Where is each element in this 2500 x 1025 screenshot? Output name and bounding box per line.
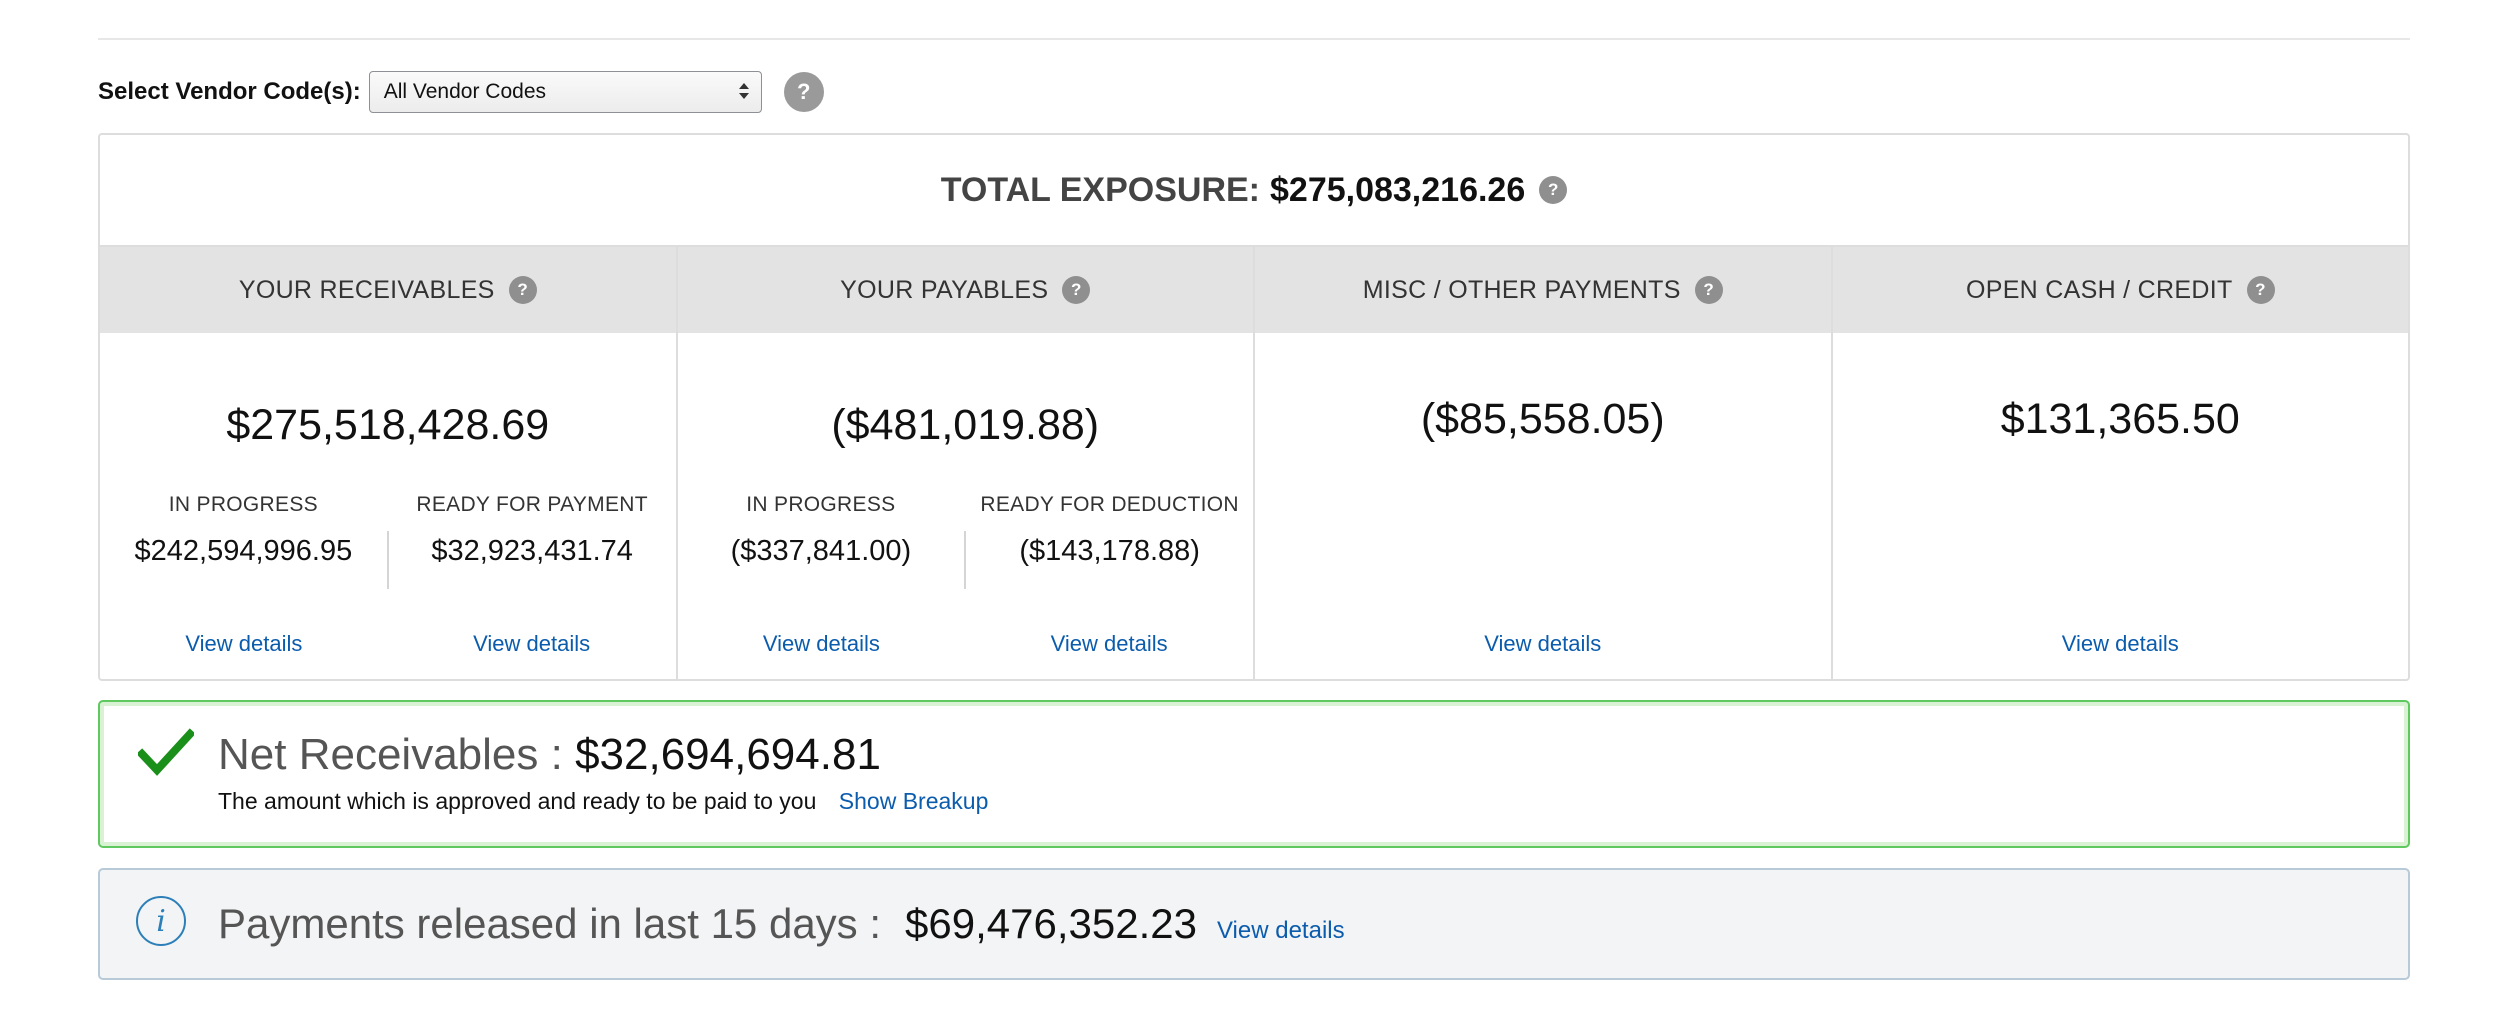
- receivables-help-icon[interactable]: ?: [508, 276, 537, 304]
- receivables-header: YOUR RECEIVABLES ?: [100, 247, 676, 333]
- info-icon: i: [136, 896, 186, 946]
- payables-in-progress-value: ($337,841.00): [730, 535, 912, 567]
- vendor-code-select[interactable]: All Vendor Codes: [368, 71, 762, 113]
- open-cash-view-details-link[interactable]: View details: [2061, 631, 2179, 656]
- net-receivables-title: Net Receivables : $32,694,694.81: [218, 730, 881, 780]
- receivables-ready-label: READY FOR PAYMENT: [416, 493, 648, 516]
- net-receivables-label: Net Receivables :: [218, 730, 563, 779]
- total-exposure: TOTAL EXPOSURE: $275,083,216.26 ?: [100, 135, 2408, 245]
- payables-ready-view-details-link[interactable]: View details: [1050, 631, 1168, 656]
- payables-help-icon[interactable]: ?: [1062, 276, 1091, 304]
- net-receivables-amount: $32,694,694.81: [575, 730, 881, 779]
- payables-ready-label: READY FOR DEDUCTION: [980, 493, 1239, 516]
- total-exposure-label: TOTAL EXPOSURE:: [940, 170, 1260, 209]
- receivables-ready-view-details-link[interactable]: View details: [473, 631, 591, 656]
- misc-payments-column: MISC / OTHER PAYMENTS ? ($85,558.05) Vie…: [1255, 247, 1833, 679]
- net-receivables-description-row: The amount which is approved and ready t…: [218, 788, 988, 815]
- open-cash-title: OPEN CASH / CREDIT: [1965, 275, 2233, 304]
- receivables-in-progress-view-details-link[interactable]: View details: [185, 631, 303, 656]
- sub-divider: [964, 531, 967, 589]
- show-breakup-link[interactable]: Show Breakup: [838, 788, 989, 814]
- misc-payments-title: MISC / OTHER PAYMENTS: [1362, 275, 1681, 304]
- total-exposure-value: $275,083,216.26: [1270, 170, 1526, 209]
- payments-released-label: Payments released in last 15 days :: [218, 900, 882, 947]
- exposure-panel: TOTAL EXPOSURE: $275,083,216.26 ? YOUR R…: [98, 133, 2410, 681]
- top-divider: [98, 38, 2410, 40]
- payables-amount: ($481,019.88): [831, 401, 1100, 449]
- exposure-columns: YOUR RECEIVABLES ? $275,518,428.69 IN PR…: [100, 245, 2408, 679]
- vendor-select-value: All Vendor Codes: [383, 80, 547, 103]
- receivables-ready-value: $32,923,431.74: [431, 535, 633, 567]
- payments-released-row: Payments released in last 15 days : $69,…: [218, 900, 1345, 948]
- payments-released-amount: $69,476,352.23: [905, 900, 1197, 947]
- net-receivables-description: The amount which is approved and ready t…: [218, 788, 817, 814]
- receivables-amount: $275,518,428.69: [226, 401, 550, 449]
- receivables-column: YOUR RECEIVABLES ? $275,518,428.69 IN PR…: [100, 247, 678, 679]
- receivables-title: YOUR RECEIVABLES: [238, 275, 495, 304]
- payables-header: YOUR PAYABLES ?: [677, 247, 1253, 333]
- open-cash-help-icon[interactable]: ?: [2246, 276, 2275, 304]
- sub-divider: [386, 531, 389, 589]
- payables-ready-value: ($143,178.88): [1019, 535, 1200, 567]
- misc-payments-help-icon[interactable]: ?: [1694, 276, 1723, 304]
- misc-payments-view-details-link[interactable]: View details: [1484, 631, 1602, 656]
- vendor-selector-row: Select Vendor Code(s): All Vendor Codes …: [98, 70, 824, 114]
- exposure-help-icon[interactable]: ?: [1539, 176, 1568, 204]
- payments-released-panel: i Payments released in last 15 days : $6…: [98, 868, 2410, 980]
- vendor-label: Select Vendor Code(s):: [98, 78, 361, 105]
- receivables-in-progress-label: IN PROGRESS: [168, 493, 318, 516]
- open-cash-header: OPEN CASH / CREDIT ?: [1832, 247, 2408, 333]
- payables-column: YOUR PAYABLES ? ($481,019.88) IN PROGRES…: [677, 247, 1255, 679]
- open-cash-column: OPEN CASH / CREDIT ? $131,365.50 View de…: [1832, 247, 2408, 679]
- vendor-help-icon[interactable]: ?: [783, 72, 824, 112]
- select-arrows-icon: [738, 83, 749, 99]
- receivables-in-progress-value: $242,594,996.95: [134, 535, 353, 567]
- net-receivables-panel: Net Receivables : $32,694,694.81 The amo…: [98, 700, 2410, 848]
- payables-title: YOUR PAYABLES: [840, 275, 1049, 304]
- payables-in-progress-view-details-link[interactable]: View details: [762, 631, 880, 656]
- open-cash-amount: $131,365.50: [2000, 395, 2240, 443]
- checkmark-icon: [138, 728, 194, 776]
- payables-in-progress-label: IN PROGRESS: [746, 493, 896, 516]
- misc-payments-header: MISC / OTHER PAYMENTS ?: [1255, 247, 1831, 333]
- payments-view-details-link[interactable]: View details: [1216, 917, 1345, 944]
- misc-payments-amount: ($85,558.05): [1420, 395, 1665, 443]
